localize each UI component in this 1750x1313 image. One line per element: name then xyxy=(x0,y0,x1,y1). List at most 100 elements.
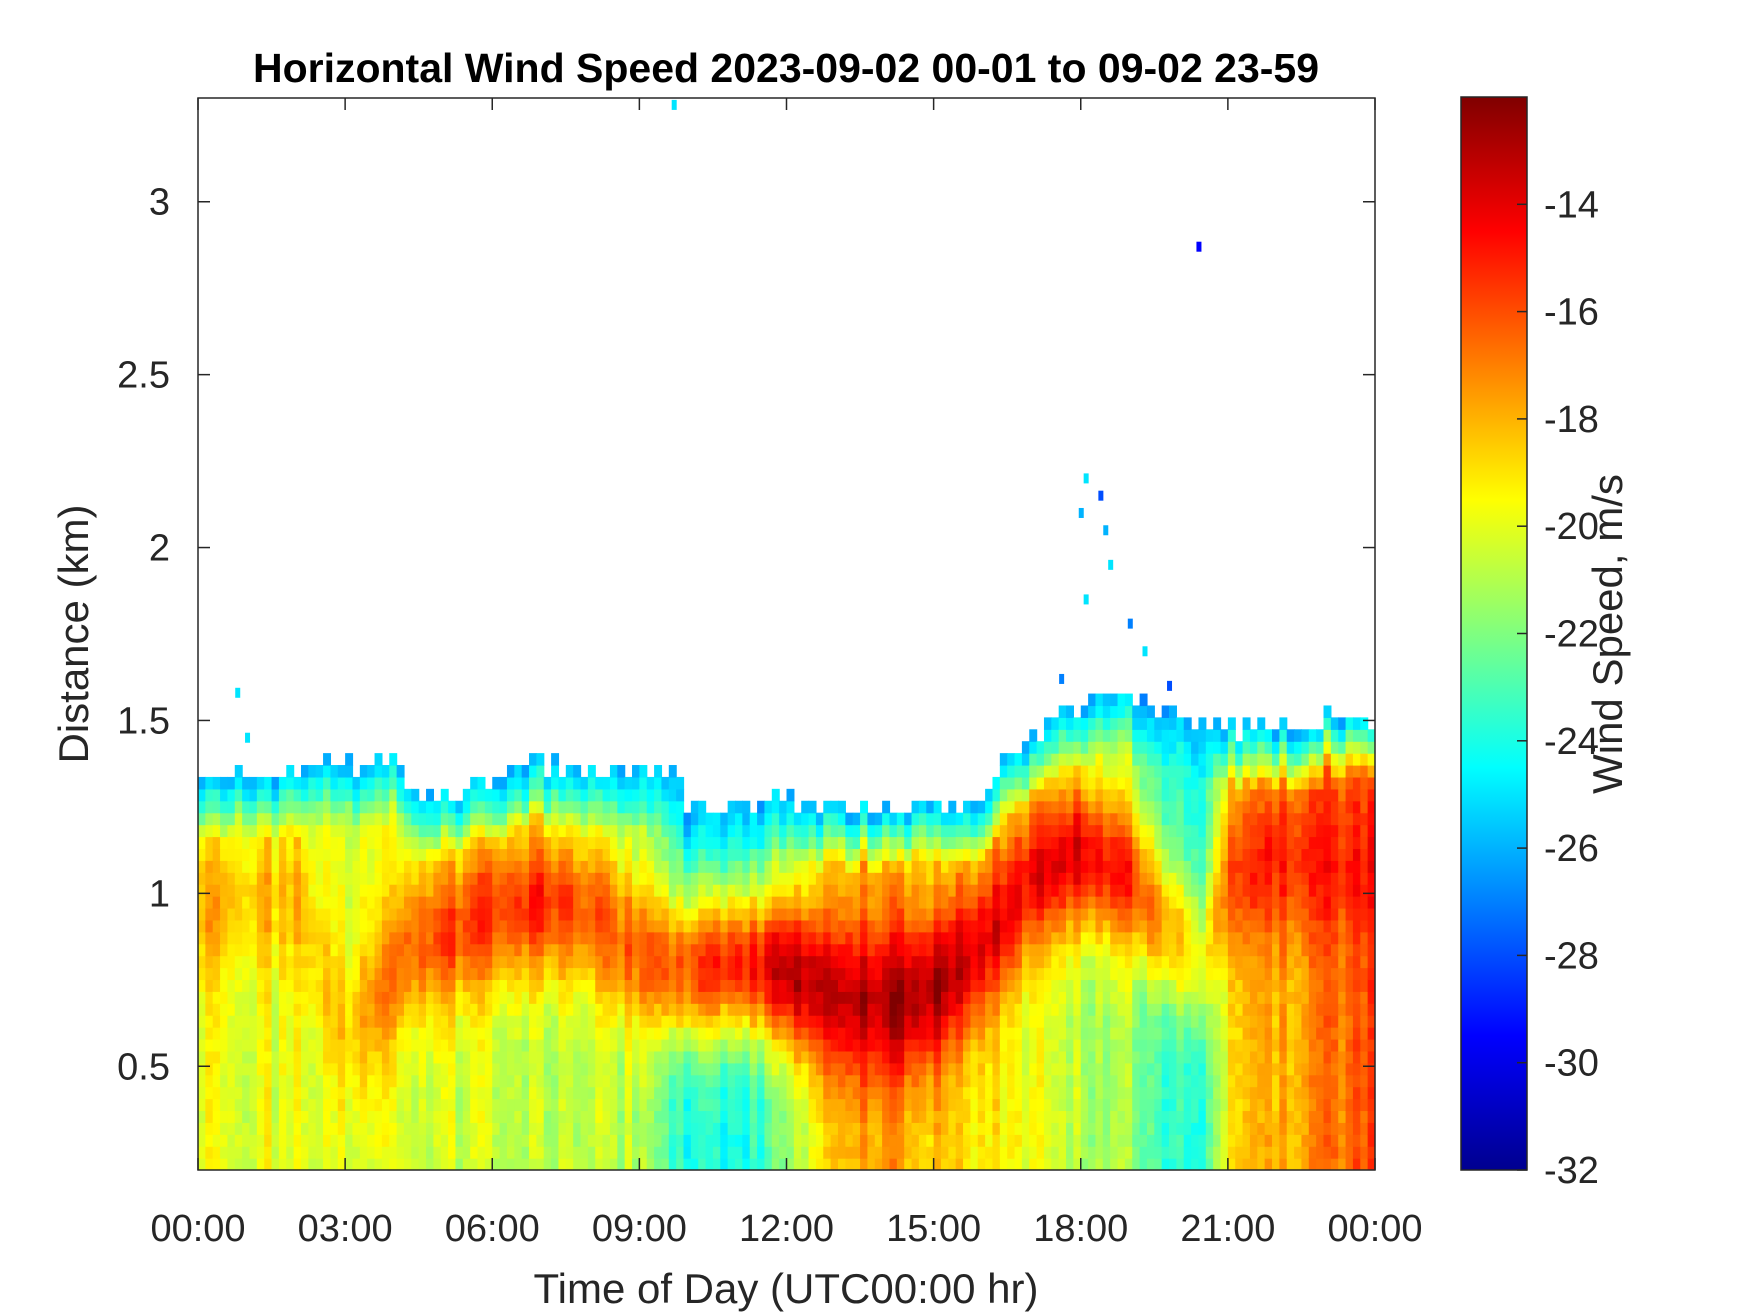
heatmap-cell xyxy=(1146,884,1155,897)
heatmap-cell xyxy=(757,907,766,921)
heatmap-cell xyxy=(793,1050,802,1064)
heatmap-cell xyxy=(315,979,324,992)
heatmap-cell xyxy=(1139,919,1148,933)
heatmap-cell xyxy=(815,1003,824,1016)
heatmap-cell xyxy=(918,824,927,838)
heatmap-cell xyxy=(440,967,449,981)
heatmap-cell xyxy=(815,907,824,921)
heatmap-cell xyxy=(1088,705,1097,718)
heatmap-cell xyxy=(205,1158,214,1170)
heatmap-cell xyxy=(1227,717,1236,730)
heatmap-cell xyxy=(837,800,846,814)
heatmap-cell xyxy=(587,1086,596,1100)
heatmap-cell xyxy=(742,1086,751,1100)
heatmap-cell xyxy=(337,836,346,849)
heatmap-cell xyxy=(558,1122,567,1135)
heatmap-cell xyxy=(786,860,795,873)
heatmap-cell xyxy=(573,1146,582,1159)
heatmap-cell xyxy=(198,1015,206,1028)
heatmap-cell xyxy=(1242,1122,1251,1135)
heatmap-cell xyxy=(506,1122,515,1135)
heatmap-cell xyxy=(779,979,788,992)
heatmap-cell xyxy=(278,824,287,838)
heatmap-cell xyxy=(845,1134,854,1147)
heatmap-cell xyxy=(735,836,743,849)
heatmap-cell xyxy=(1191,1027,1200,1040)
heatmap-cell xyxy=(1073,884,1082,897)
heatmap-cell xyxy=(514,1038,523,1052)
heatmap-cell xyxy=(587,788,596,802)
heatmap-cell xyxy=(977,991,986,1004)
heatmap-cell xyxy=(1073,1038,1082,1052)
heatmap-cell xyxy=(1007,907,1016,921)
heatmap-cell xyxy=(860,1086,869,1100)
heatmap-cell xyxy=(1249,800,1258,814)
heatmap-cell xyxy=(1235,919,1244,933)
heatmap-cell xyxy=(712,979,721,992)
heatmap-cell xyxy=(499,1158,508,1170)
heatmap-cell xyxy=(1110,800,1119,814)
heatmap-cell xyxy=(286,991,295,1004)
heatmap-cell xyxy=(256,800,265,814)
heatmap-cell xyxy=(1029,1050,1038,1064)
heatmap-cell xyxy=(779,943,788,957)
heatmap-cell xyxy=(411,836,420,849)
heatmap-cell xyxy=(1073,907,1082,921)
heatmap-cell xyxy=(786,1027,795,1040)
heatmap-cell xyxy=(860,967,869,981)
heatmap-cell xyxy=(1007,1110,1016,1123)
heatmap-cell xyxy=(440,1062,449,1076)
heatmap-cell xyxy=(1021,1074,1030,1088)
heatmap-cell xyxy=(1161,776,1170,790)
heatmap-cell xyxy=(852,1098,861,1112)
heatmap-cell xyxy=(602,824,611,838)
heatmap-cell xyxy=(278,788,287,802)
heatmap-cell xyxy=(955,896,964,909)
heatmap-cell xyxy=(948,812,957,826)
heatmap-cell xyxy=(1095,836,1104,849)
heatmap-cell xyxy=(470,979,479,992)
heatmap-cell xyxy=(323,943,332,957)
heatmap-cell xyxy=(771,931,780,945)
heatmap-cell xyxy=(536,1122,545,1135)
heatmap-cell xyxy=(536,1110,545,1123)
heatmap-cell xyxy=(815,872,824,885)
heatmap-cell xyxy=(558,788,567,802)
heatmap-cell xyxy=(1029,1134,1038,1147)
heatmap-cell xyxy=(1220,800,1229,814)
heatmap-cell xyxy=(1102,1122,1111,1135)
heatmap-cell xyxy=(1176,836,1185,849)
heatmap-cell xyxy=(234,1134,243,1147)
heatmap-cell xyxy=(801,1062,810,1076)
heatmap-cell xyxy=(595,991,604,1004)
heatmap-cell xyxy=(874,1122,883,1135)
heatmap-cell xyxy=(315,776,324,790)
heatmap-cell xyxy=(212,872,221,885)
heatmap-cell xyxy=(249,1098,258,1112)
heatmap-cell xyxy=(1213,848,1222,861)
heatmap-cell xyxy=(823,931,832,945)
heatmap-cell xyxy=(1242,788,1251,802)
heatmap-cell xyxy=(1198,1158,1207,1170)
heatmap-cell xyxy=(1102,967,1111,981)
heatmap-cell xyxy=(1110,967,1119,981)
heatmap-cell xyxy=(506,1015,515,1028)
heatmap-cell xyxy=(1249,943,1258,957)
heatmap-cell xyxy=(484,1015,493,1028)
heatmap-cell xyxy=(1029,1038,1038,1052)
heatmap-cell xyxy=(470,1110,479,1123)
heatmap-cell xyxy=(690,824,699,838)
heatmap-cell xyxy=(359,943,368,957)
heatmap-cell xyxy=(801,907,810,921)
heatmap-cell xyxy=(602,919,611,933)
heatmap-cell xyxy=(668,943,677,957)
heatmap-cell xyxy=(779,872,788,885)
heatmap-cell xyxy=(521,1074,530,1088)
heatmap-cell xyxy=(573,955,582,969)
heatmap-cell xyxy=(1124,919,1133,933)
heatmap-cell xyxy=(1080,991,1089,1004)
heatmap-cell xyxy=(683,943,692,957)
heatmap-cell xyxy=(1073,1050,1082,1064)
heatmap-cell xyxy=(389,991,398,1004)
heatmap-cell xyxy=(499,1122,508,1135)
